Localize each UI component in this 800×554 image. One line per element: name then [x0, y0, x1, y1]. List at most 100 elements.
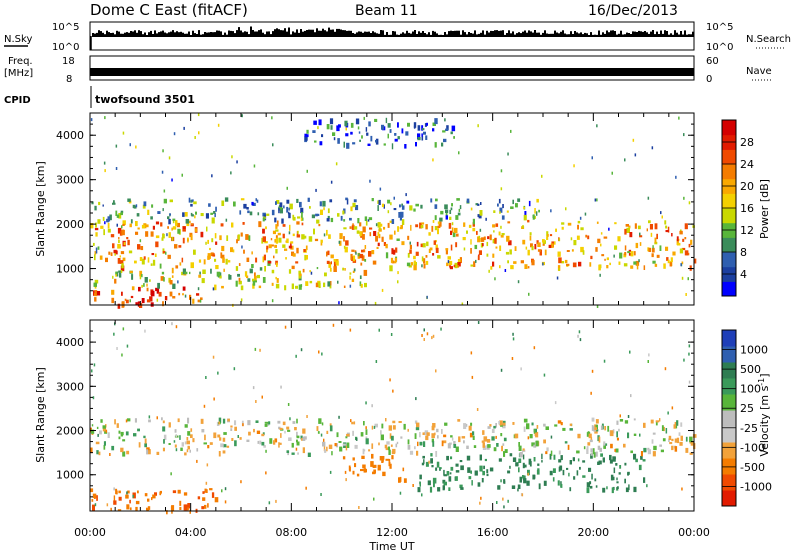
scatter-cell: [476, 408, 479, 411]
scatter-cell: [651, 247, 655, 253]
scatter-cell: [406, 262, 411, 267]
scatter-cell: [433, 483, 435, 488]
scatter-cell: [241, 245, 243, 249]
scatter-cell: [549, 453, 552, 460]
scatter-cell: [296, 234, 301, 238]
scatter-cell: [351, 421, 354, 425]
scatter-cell: [209, 247, 211, 251]
scatter-cell: [327, 281, 331, 287]
scatter-cell: [391, 455, 394, 460]
scatter-cell: [582, 250, 585, 255]
nsky-bar: [160, 31, 162, 37]
scatter-cell: [413, 208, 416, 212]
nsky-bar: [630, 34, 632, 37]
scatter-cell: [330, 217, 334, 223]
scatter-cell: [434, 226, 438, 231]
scatter-cell: [505, 251, 509, 255]
scatter-cell: [618, 472, 621, 475]
scatter-cell: [500, 368, 503, 372]
scatter-cell: [477, 236, 481, 243]
scatter-cell: [275, 237, 279, 244]
scatter-cell: [211, 492, 215, 498]
nsky-bar: [504, 34, 506, 37]
nsky-bar: [240, 30, 242, 37]
nsky-bar: [666, 31, 668, 37]
scatter-cell: [499, 265, 501, 269]
scatter-cell: [610, 430, 614, 437]
scatter-cell: [582, 475, 586, 478]
scatter-cell: [129, 270, 133, 273]
scatter-cell: [150, 231, 154, 237]
scatter-cell: [200, 297, 203, 300]
scatter-cell: [515, 203, 518, 208]
scatter-cell: [494, 277, 496, 281]
scatter-cell: [125, 431, 129, 436]
scatter-cell: [270, 238, 273, 241]
scatter-cell: [459, 257, 462, 264]
scatter-cell: [596, 198, 598, 202]
scatter-cell: [616, 437, 619, 441]
scatter-cell: [394, 133, 397, 136]
scatter-cell: [385, 458, 390, 461]
scatter-cell: [204, 434, 206, 441]
scatter-cell: [578, 330, 581, 334]
scatter-cell: [538, 483, 541, 490]
scatter-cell: [484, 458, 487, 462]
nsky-bar: [200, 34, 202, 37]
scatter-cell: [230, 171, 232, 175]
scatter-cell: [350, 253, 353, 260]
scatter-cell: [481, 237, 485, 242]
scatter-cell: [148, 419, 151, 423]
scatter-cell: [479, 454, 482, 461]
scatter-cell: [528, 458, 532, 465]
scatter-cell: [401, 205, 405, 210]
scatter-cell: [191, 214, 194, 217]
scatter-cell: [189, 294, 192, 300]
scatter-cell: [480, 496, 482, 500]
scatter-cell: [197, 287, 200, 291]
scatter-cell: [137, 244, 141, 250]
nsky-bar: [98, 30, 100, 37]
scatter-cell: [435, 198, 438, 202]
scatter-cell: [432, 220, 435, 223]
scatter-cell: [286, 450, 290, 453]
scatter-cell: [492, 253, 495, 258]
scatter-cell: [320, 242, 323, 246]
scatter-cell: [275, 201, 277, 205]
scatter-cell: [137, 428, 140, 432]
scatter-cell: [162, 149, 164, 153]
scatter-cell: [483, 236, 486, 241]
scatter-cell: [217, 434, 221, 438]
scatter-cell: [659, 418, 661, 422]
scatter-cell: [349, 272, 352, 275]
scatter-cell: [96, 291, 101, 296]
nsky-bar: [294, 32, 296, 37]
scatter-cell: [633, 251, 636, 256]
scatter-cell: [316, 219, 320, 224]
nsky-bar: [500, 30, 502, 37]
scatter-cell: [401, 128, 404, 134]
scatter-cell: [343, 245, 346, 249]
scatter-cell: [554, 424, 558, 427]
scatter-cell: [627, 471, 630, 475]
scatter-cell: [477, 124, 479, 128]
scatter-cell: [99, 255, 103, 260]
scatter-cell: [425, 435, 429, 441]
scatter-cell: [324, 449, 327, 453]
scatter-cell: [92, 396, 95, 400]
scatter-cell: [474, 470, 478, 476]
scatter-cell: [275, 224, 278, 229]
scatter-cell: [458, 151, 460, 155]
scatter-cell: [383, 226, 386, 230]
freq-unit: [MHz]: [4, 68, 33, 79]
scatter-cell: [612, 429, 615, 434]
ytick-label: 2000: [56, 218, 84, 231]
scatter-cell: [157, 211, 161, 214]
scatter-cell: [562, 469, 565, 476]
nsky-bar: [426, 34, 428, 37]
scatter-cell: [437, 225, 441, 229]
scatter-cell: [93, 290, 95, 296]
scatter-cell: [633, 486, 637, 493]
scatter-cell: [170, 506, 174, 511]
nsky-bar: [124, 32, 126, 37]
